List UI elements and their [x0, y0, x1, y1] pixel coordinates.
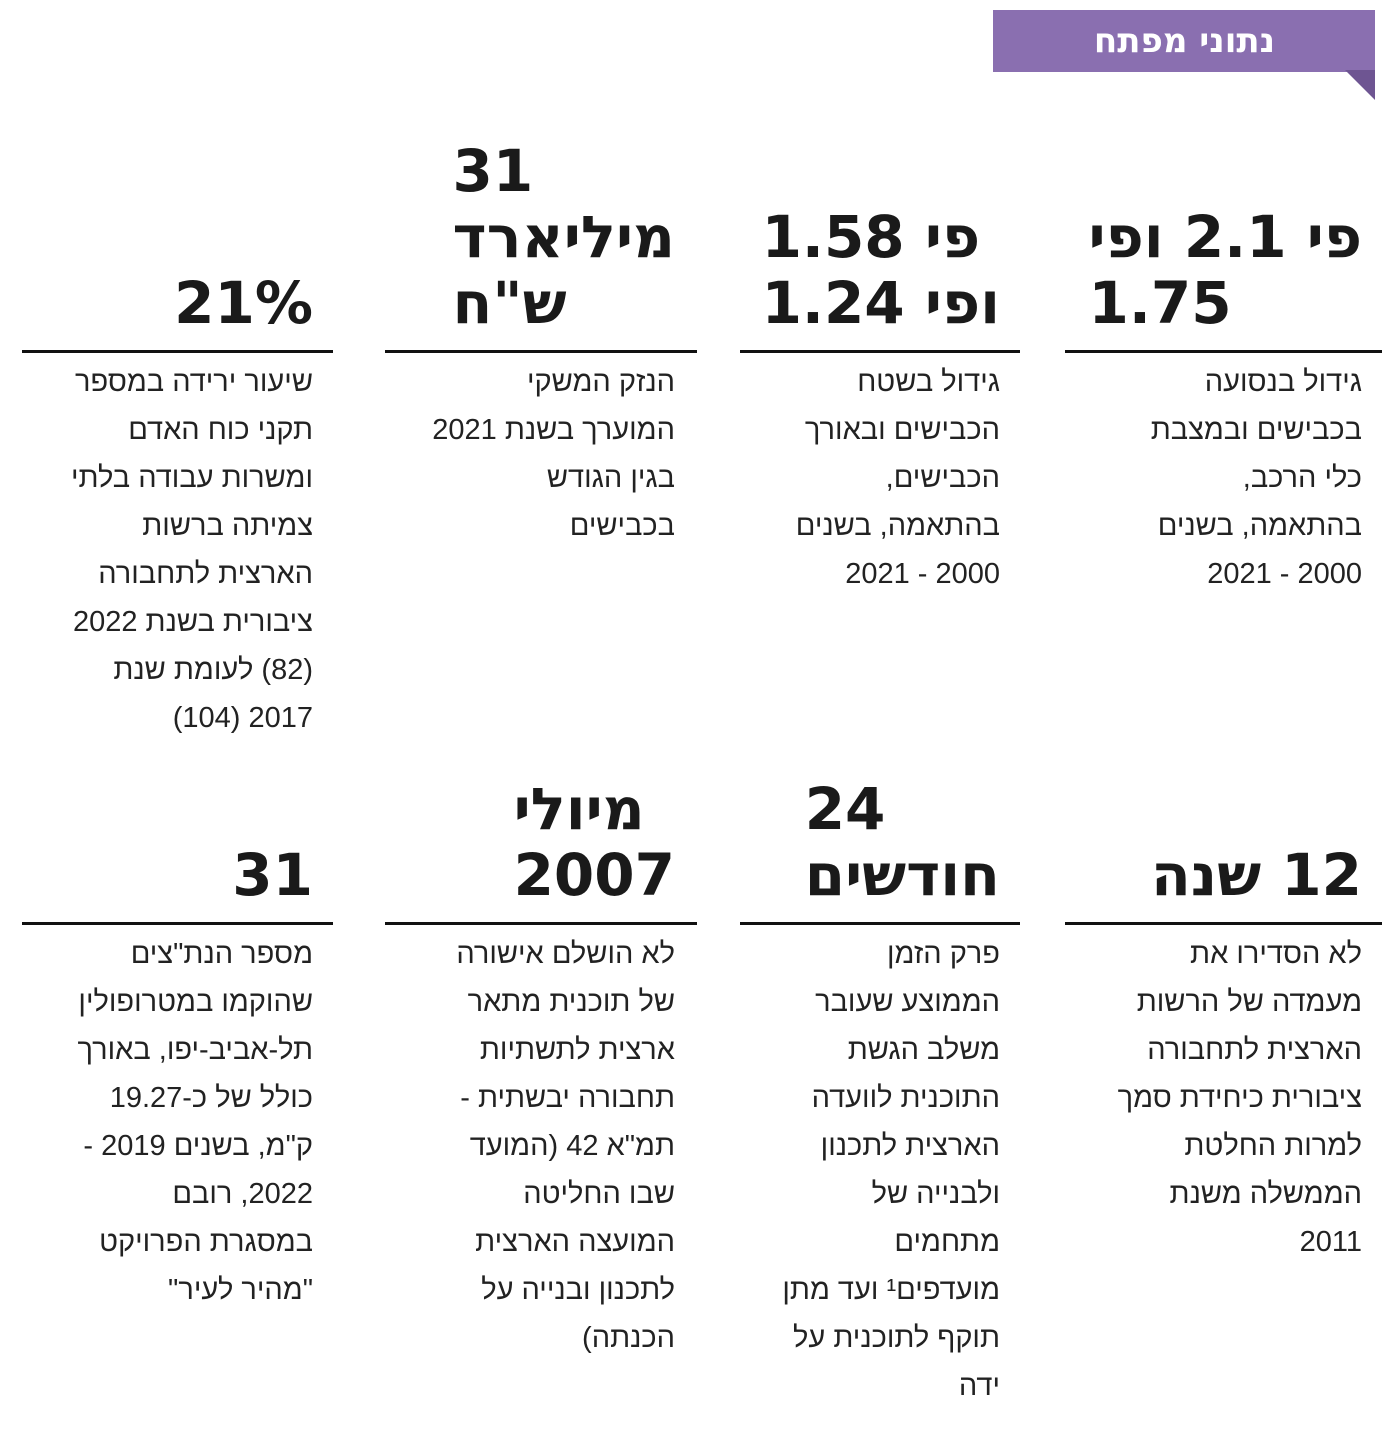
card-body: שיעור ירידה במספר תקני כוח האדם ומשרות עבו…: [71, 358, 313, 742]
body-line: המועצה הארצית: [475, 1226, 675, 1258]
card-body: לא הסדירו את מעמדה של הרשות הארצית לתחבורה…: [1118, 930, 1362, 1266]
body-line: בכבישים ובמצבת: [1150, 414, 1362, 446]
body-line: צמיתה ברשות: [142, 510, 313, 542]
card-body: גידול בנסועה בכבישים ובמצבת כלי הרכב, בהתאמ…: [1151, 358, 1362, 598]
rule: [740, 350, 1020, 353]
headline-line: 1.75: [1088, 269, 1232, 337]
body-line: ציבורית בשנת 2022: [72, 606, 313, 638]
rule: [22, 922, 333, 925]
body-line: שיעור ירידה במספר: [74, 366, 313, 398]
body-line: לא הסדירו את: [1190, 938, 1362, 970]
body-line: תל-אביב-יפו, באורך: [77, 1034, 313, 1066]
header-banner: נתוני מפתח: [993, 10, 1375, 72]
body-line: משלב הגשת: [847, 1034, 1000, 1066]
header-title: נתוני מפתח: [1093, 21, 1275, 61]
body-line: 2017 (104): [172, 702, 313, 734]
body-line: כלי הרכב,: [1242, 462, 1362, 494]
body-line: תקני כוח האדם: [128, 414, 313, 446]
card-headline: 12 שנה: [1151, 842, 1362, 908]
body-line: מספר הנת"צים: [130, 938, 313, 970]
headline-line: מיליארד: [452, 203, 675, 271]
headline-line: 21%: [174, 269, 313, 337]
headline-line: 31: [452, 137, 534, 205]
headline-line: מיולי: [513, 775, 645, 843]
rule: [740, 922, 1020, 925]
rule: [385, 922, 697, 925]
body-line: הנזק המשקי: [526, 366, 675, 398]
body-line: תוקף לתוכנית על: [793, 1322, 1000, 1354]
body-line: שבו החליטה: [523, 1178, 675, 1210]
body-line: במסגרת הפרויקט: [99, 1226, 313, 1258]
body-line: בהתאמה, בשנים: [795, 510, 1000, 542]
body-line: תמ"א 42 (המועד: [469, 1130, 675, 1162]
body-line: ארצית לתשתיות: [479, 1034, 675, 1066]
body-line: למרות החלטת: [1184, 1130, 1362, 1162]
body-line: הכבישים ובאורך: [804, 414, 1000, 446]
card-headline: 31 מיליארד ש"ח: [453, 138, 675, 336]
card-body: גידול בשטח הכבישים ובאורך הכבישים, בהתאמה, …: [796, 358, 1000, 598]
headline-line: פי 1.58: [761, 203, 981, 271]
body-line: גידול בנסועה: [1204, 366, 1362, 398]
body-line: 2000 - 2021: [1207, 558, 1362, 590]
body-line: הארצית לתחבורה: [98, 558, 313, 590]
body-line: הארצית לתחבורה: [1147, 1034, 1362, 1066]
card-headline: מיולי 2007: [514, 776, 675, 908]
body-line: בכבישים: [569, 510, 675, 542]
body-line: 2022, רובם: [172, 1178, 313, 1210]
body-line: 2000 - 2021: [845, 558, 1000, 590]
card-headline: פי 1.58 ופי 1.24: [762, 204, 1000, 336]
card-headline: 21%: [174, 270, 313, 336]
rule: [22, 350, 333, 353]
body-line: התוכנית לוועדה: [811, 1082, 1000, 1114]
body-line: ק"מ, בשנים 2019 -: [83, 1130, 313, 1162]
rule: [385, 350, 697, 353]
headline-line: 31: [232, 841, 313, 909]
card-body: מספר הנת"צים שהוקמו במטרופולין תל-אביב-יפו…: [78, 930, 313, 1314]
body-line: (82) לעומת שנת: [113, 654, 313, 686]
body-line: מעמדה של הרשות: [1136, 986, 1362, 1018]
body-line: ידה: [958, 1370, 1000, 1402]
rule: [1065, 922, 1382, 925]
body-line: "מהיר לעיר": [168, 1274, 313, 1306]
rule: [1065, 350, 1382, 353]
body-line: כולל של כ-19.27: [109, 1082, 313, 1114]
body-line: ומשרות עבודה בלתי: [71, 462, 313, 494]
body-line: לתכנון ובנייה על: [481, 1274, 675, 1306]
headline-line: 2007: [513, 841, 675, 909]
body-line: שהוקמו במטרופולין: [78, 986, 313, 1018]
body-line: 2011: [1299, 1226, 1362, 1258]
body-line: הממשלה משנת: [1169, 1178, 1362, 1210]
body-line: הכנתה): [582, 1322, 675, 1354]
body-line: של תוכנית מתאר: [467, 986, 675, 1018]
headline-line: ופי 1.24: [761, 269, 1000, 337]
body-line: ציבורית כיחידת סמך: [1117, 1082, 1362, 1114]
headline-line: חודשים: [804, 841, 1000, 909]
body-line: גידול בשטח: [857, 366, 1000, 398]
body-line: בהתאמה, בשנים: [1157, 510, 1362, 542]
card-headline: 24 חודשים: [805, 776, 1000, 908]
body-line: פרק הזמן: [887, 938, 1000, 970]
body-line: הארצית לתכנון: [820, 1130, 1000, 1162]
body-line: בגין הגודש: [546, 462, 675, 494]
body-line: תחבורה יבשתית -: [460, 1082, 675, 1114]
headline-line: 12 שנה: [1150, 841, 1362, 909]
headline-line: ש"ח: [452, 269, 567, 337]
card-headline: 31: [232, 842, 313, 908]
banner-tail: [1345, 70, 1375, 100]
card-headline: פי 2.1 ופי 1.75: [1089, 204, 1363, 336]
headline-line: 24: [804, 775, 886, 843]
card-body: הנזק המשקי המוערך בשנת 2021 בגין הגודש בכבי…: [432, 358, 675, 550]
card-body: לא הושלם אישורה של תוכנית מתאר ארצית לתשתי…: [456, 930, 675, 1362]
body-line: הממוצע שעובר: [815, 986, 1000, 1018]
headline-line: פי 2.1 ופי: [1088, 203, 1363, 271]
body-line: מתחמים: [894, 1226, 1000, 1258]
body-line: הכבישים,: [885, 462, 1000, 494]
card-body: פרק הזמן הממוצע שעובר משלב הגשת התוכנית לוו…: [782, 930, 1000, 1410]
body-line: ולבנייה של: [871, 1178, 1000, 1210]
body-line: לא הושלם אישורה: [456, 938, 675, 970]
body-line: מועדפים¹ ועד מתן: [782, 1274, 1000, 1306]
body-line: המוערך בשנת 2021: [432, 414, 675, 446]
